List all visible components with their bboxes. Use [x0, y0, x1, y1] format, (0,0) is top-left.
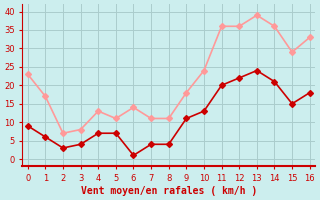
X-axis label: Vent moyen/en rafales ( km/h ): Vent moyen/en rafales ( km/h ) [81, 186, 257, 196]
